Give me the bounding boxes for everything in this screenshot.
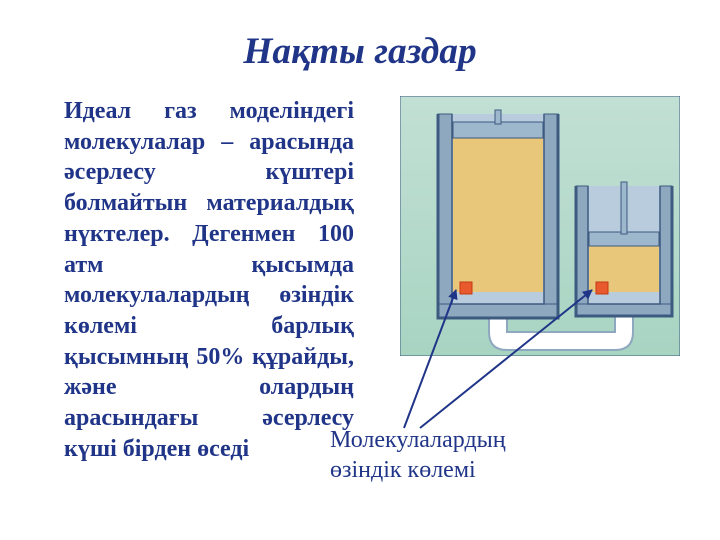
body-paragraph: Идеал газ моделіндегі молекулалар – арас… bbox=[64, 96, 354, 465]
cylinder-diagram bbox=[400, 96, 680, 356]
slide: Нақты газдар Идеал газ моделіндегі молек… bbox=[0, 0, 720, 540]
diagram-caption: Молекулалардың өзіндік көлемі bbox=[330, 425, 530, 485]
page-title: Нақты газдар bbox=[0, 30, 720, 73]
diagram-svg bbox=[400, 96, 680, 356]
